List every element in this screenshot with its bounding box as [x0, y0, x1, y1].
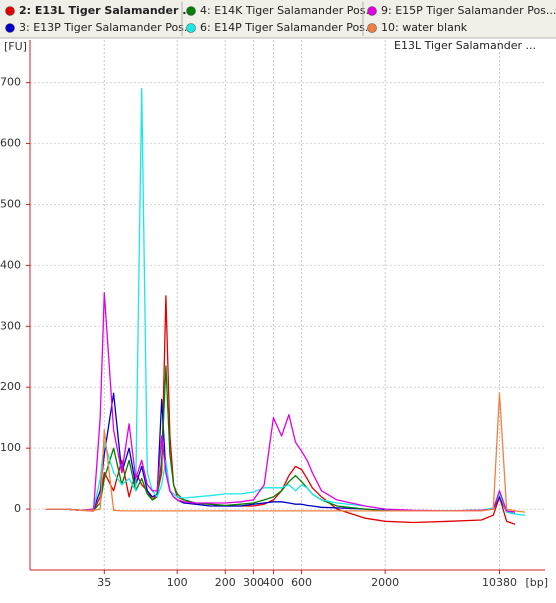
legend-label: 9: E15P Tiger Salamander Pos... [381, 4, 556, 17]
y-tick-label: 0 [14, 502, 21, 515]
legend-label: 4: E14K Tiger Salamander Pos... [200, 4, 376, 17]
legend-marker [367, 6, 377, 16]
x-tick-label: 400 [263, 576, 284, 589]
legend-label: 3: E13P Tiger Salamander Pos... [19, 21, 194, 34]
x-tick-label: 10380 [482, 576, 517, 589]
x-tick-label: 100 [167, 576, 188, 589]
x-tick-label: 200 [215, 576, 236, 589]
y-tick-label: 100 [0, 441, 21, 454]
y-tick-label: 500 [0, 197, 21, 210]
legend-background [0, 0, 556, 38]
x-tick-label: 600 [291, 576, 312, 589]
y-tick-label: 600 [0, 137, 21, 150]
x-tick-label: 35 [97, 576, 111, 589]
y-tick-label: 300 [0, 319, 21, 332]
legend-label: 2: E13L Tiger Salamander ... [19, 4, 195, 17]
legend-label: 6: E14P Tiger Salamander Pos... [200, 21, 375, 34]
legend-marker [186, 6, 196, 16]
series-line [45, 392, 516, 515]
legend-marker [186, 23, 196, 33]
series-line [45, 392, 526, 513]
series-line [45, 292, 516, 513]
y-tick-label: 200 [0, 380, 21, 393]
legend-marker [5, 23, 15, 33]
x-tick-label: 300 [243, 576, 264, 589]
y-tick-label: 700 [0, 76, 21, 89]
chart-title: E13L Tiger Salamander ... [394, 39, 536, 52]
legend-marker [5, 6, 15, 16]
legend-marker [367, 23, 377, 33]
x-axis-label: [bp] [525, 576, 548, 589]
y-tick-label: 400 [0, 258, 21, 271]
x-tick-label: 2000 [371, 576, 399, 589]
y-axis-label: [FU] [4, 40, 27, 53]
legend-label: 10: water blank [381, 21, 468, 34]
